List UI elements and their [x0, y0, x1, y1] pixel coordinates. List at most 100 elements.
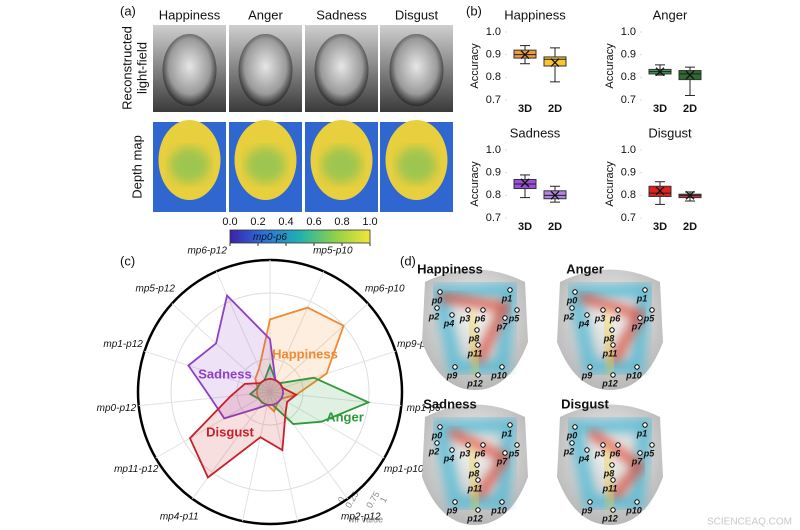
landmark-label: p3	[594, 448, 606, 458]
chart-title: Happiness	[504, 7, 566, 22]
landmark-label: p12	[466, 378, 483, 388]
y-tick-label: 0.7	[486, 94, 501, 106]
landmark-label: p11	[467, 483, 483, 493]
landmark	[502, 450, 508, 456]
landmark-label: p7	[631, 321, 643, 331]
landmark	[475, 372, 481, 378]
column-label: Disgust	[395, 7, 439, 22]
chart-title: Anger	[653, 7, 688, 22]
landmark	[514, 442, 520, 448]
y-axis-label: Accuracy	[604, 43, 616, 89]
landmark	[637, 450, 643, 456]
panel-label: (b)	[466, 3, 482, 18]
axis-label: mp1-p10	[384, 464, 424, 475]
y-tick-label: 0.9	[621, 167, 636, 179]
y-axis-label: Accuracy	[469, 161, 481, 207]
landmark-label: p3	[594, 313, 606, 323]
landmark	[615, 442, 621, 448]
y-tick-label: 0.7	[621, 94, 636, 106]
spoke	[242, 391, 271, 522]
landmark-label: p6	[609, 448, 621, 458]
landmark	[584, 447, 590, 453]
box	[543, 56, 567, 67]
landmark-label: p10	[490, 505, 507, 515]
landmark-label: p0	[566, 430, 578, 440]
landmark	[642, 422, 648, 428]
axis-label: mp1-p12	[103, 339, 143, 350]
series-label: Happiness	[272, 346, 338, 361]
landmark-label: p8	[603, 333, 615, 343]
colorbar	[229, 229, 371, 244]
heatmap	[602, 311, 616, 376]
axis-label: mp11-p12	[114, 464, 159, 475]
spoke	[144, 350, 271, 393]
landmark-label: p4	[578, 453, 590, 463]
y-tick-label: 1.0	[621, 26, 636, 38]
landmark-label: p12	[601, 513, 618, 523]
mean-marker	[685, 190, 695, 200]
face-title: Disgust	[561, 396, 609, 411]
axis-label: mp6-p10	[365, 283, 405, 294]
landmark-label: p1	[501, 293, 513, 303]
spoke	[215, 271, 271, 393]
landmark-label: p2	[428, 311, 440, 321]
landmark	[642, 287, 648, 293]
y-tick-label: 0.8	[621, 189, 636, 201]
axis-label: mp5-p10	[313, 246, 353, 257]
landmark	[449, 312, 455, 318]
landmark-label: p10	[490, 370, 507, 380]
landmark-label: p6	[474, 448, 486, 458]
y-tick-label: 0.8	[486, 71, 501, 83]
mean-marker	[550, 190, 560, 200]
landmark	[615, 307, 621, 313]
heatmap	[467, 446, 481, 511]
landmark	[507, 422, 513, 428]
spoke	[269, 391, 385, 459]
landmark	[587, 499, 593, 505]
x-tick-label: 2D	[683, 103, 697, 115]
landmark-label: p7	[496, 456, 508, 466]
landmark-label: p3	[459, 448, 471, 458]
axis-label: mp6-p12	[187, 246, 227, 257]
mean-marker	[520, 178, 530, 188]
landmark	[449, 447, 455, 453]
y-tick-label: 0.7	[486, 212, 501, 224]
landmark-label: p7	[631, 456, 643, 466]
panel-label: (c)	[120, 253, 135, 268]
landmark-label: p3	[459, 313, 471, 323]
landmark-label: p2	[563, 446, 575, 456]
landmark	[569, 305, 575, 311]
x-tick-label: 3D	[518, 221, 532, 233]
spoke	[171, 303, 271, 393]
column-label: Happiness	[159, 7, 221, 22]
landmark	[637, 315, 643, 321]
spoke	[155, 391, 271, 459]
landmark	[475, 477, 481, 483]
landmark-label: p2	[563, 311, 575, 321]
row-label: light-field	[134, 42, 149, 94]
landmark	[452, 364, 458, 370]
landmark	[465, 442, 471, 448]
landmark	[649, 307, 655, 313]
landmark	[474, 462, 480, 468]
landmark-label: p6	[474, 313, 486, 323]
axis-label: mp0-p12	[97, 403, 137, 414]
landmark-label: p1	[636, 428, 648, 438]
chart-title: Sadness	[510, 125, 561, 140]
x-tick-label: 2D	[548, 103, 562, 115]
landmark	[475, 507, 481, 513]
panel-label: (a)	[120, 3, 136, 18]
landmark-label: p8	[603, 468, 615, 478]
colorbar-tick-label: 0.6	[306, 216, 321, 228]
heatmap	[587, 428, 647, 500]
r-axis-label: MI value	[349, 514, 383, 524]
landmark	[437, 424, 443, 430]
landmark-label: p0	[566, 295, 578, 305]
landmark	[499, 364, 505, 370]
axis-label: mp4-p11	[160, 512, 199, 523]
landmark	[475, 342, 481, 348]
y-tick-label: 0.9	[486, 49, 501, 61]
r-tick-label: 1	[378, 495, 389, 504]
landmark	[437, 289, 443, 295]
landmark-label: p7	[496, 321, 508, 331]
